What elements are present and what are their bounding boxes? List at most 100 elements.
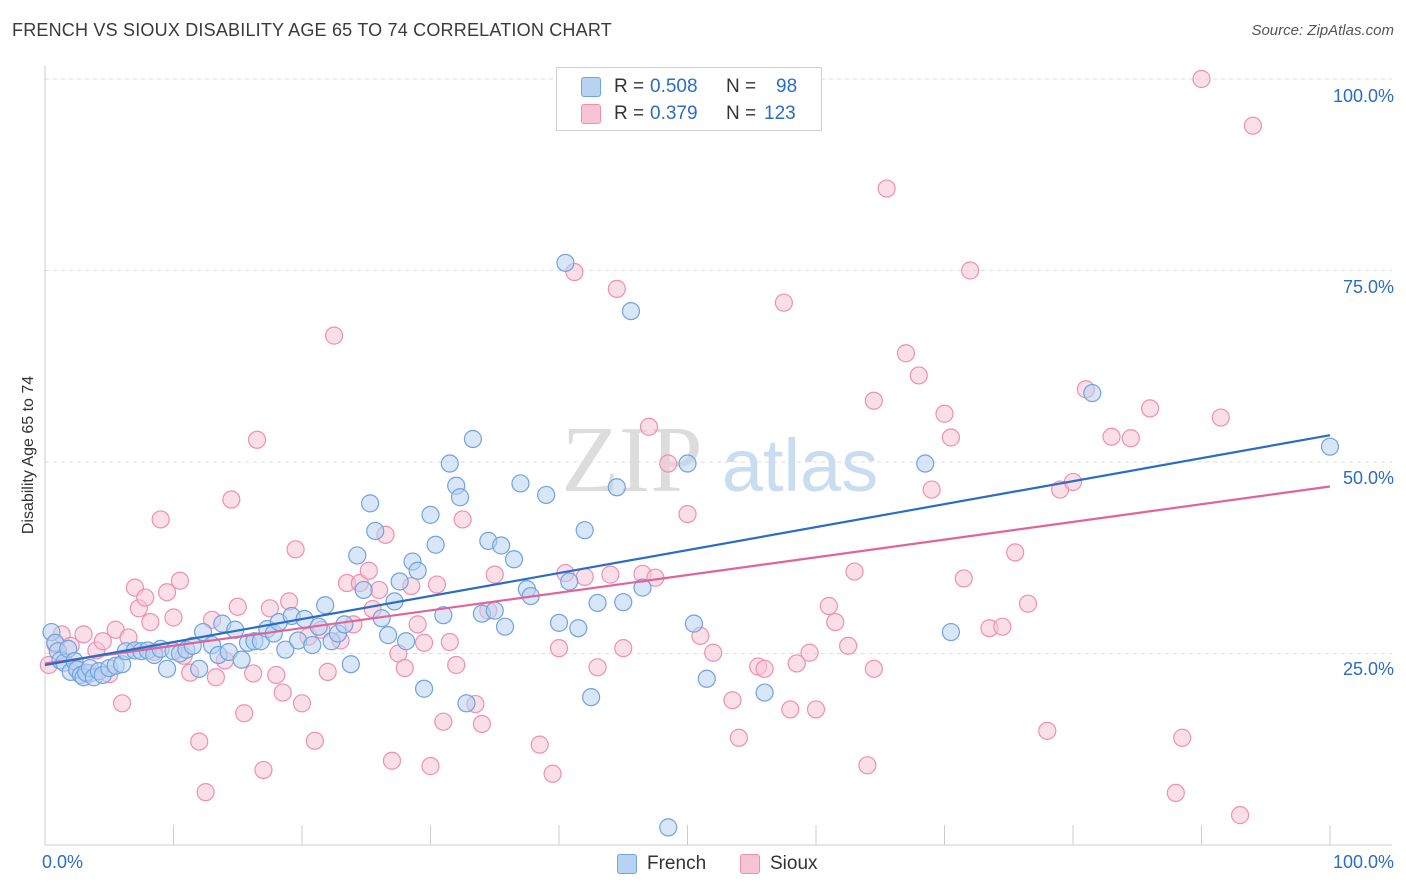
legend-row-french: R = 0.508 N = 98 [581,75,797,99]
sioux-point [359,561,378,580]
y-tick-label: 50.0% [1342,468,1394,488]
sioux-point [141,612,160,632]
sioux-point [112,694,132,713]
french-point [575,521,594,540]
french-point [916,454,935,473]
french-point [569,619,588,638]
french-point [457,694,476,713]
sioux-point [800,643,819,662]
french-point [157,659,177,678]
sioux-point [414,633,434,652]
french-point [190,659,209,678]
sioux-point [267,665,286,685]
sioux-point [1121,429,1140,448]
french-point [633,578,652,597]
sioux-swatch [740,854,760,874]
french-points [42,253,1340,837]
sioux-point [954,569,973,588]
legend-label-sioux: Sioux [770,853,818,874]
sioux-point [774,293,793,312]
sioux-point [427,575,447,594]
sioux-point [164,608,183,627]
sioux-point [453,510,472,529]
french-point [276,640,295,659]
sioux-point [318,662,337,681]
french-point [582,688,601,707]
french-point [341,655,360,674]
sioux-point [575,567,594,587]
n-label: N = [726,76,757,97]
sioux-point [93,632,112,651]
french-point [614,593,633,612]
french-point [549,613,569,632]
sioux-point [472,714,491,734]
sioux-point [922,480,941,499]
sioux-point [190,732,209,751]
sioux-point [961,261,980,280]
french-point [335,615,354,634]
sioux-point [864,659,883,678]
sioux-point [305,731,324,750]
french-point [361,494,380,513]
french-point [354,580,373,600]
sioux-point [1230,806,1250,825]
french-point [511,474,530,493]
sioux-point [839,636,858,655]
stats-legend: R = 0.508 N = 98 R = 0.379 N = 123 [556,67,822,131]
sioux-point [787,654,806,673]
sioux-point [254,760,273,780]
french-point [485,601,504,620]
sioux-point [1243,116,1263,135]
sioux-point [530,735,549,754]
french-point [755,683,774,702]
sioux-point [806,700,826,719]
sioux-point [1102,427,1121,446]
french-point [316,596,335,615]
french-point [621,301,641,321]
source-label: Source: ZipAtlas.com [1251,22,1394,39]
sioux-point [543,764,562,783]
french-point [556,253,575,272]
legend-row-sioux: R = 0.379 N = 123 [581,102,796,126]
french-point [408,561,427,580]
sioux-point [247,430,267,449]
french-swatch [617,854,637,874]
r-label: R = [614,103,645,124]
sioux-point [170,571,190,590]
sioux-point [729,728,749,747]
french-point [537,485,556,505]
sioux-point [370,580,389,600]
sioux-point [549,639,569,658]
french-point [504,550,524,569]
sioux-point [485,565,504,584]
sioux-point [157,583,177,602]
n-label: N = [726,103,757,124]
r-label: R = [614,76,645,97]
french-trend-line [44,434,1331,667]
sioux-point [723,691,742,710]
french-point [684,614,704,633]
sioux-point [222,490,241,509]
legend-label-french: French [647,853,707,874]
french-point [440,454,459,473]
axes [44,66,1392,846]
sioux-point [1192,69,1211,89]
sioux-point [196,783,215,802]
sioux-point [292,694,312,713]
french-point [450,488,470,507]
sioux-point [447,655,466,675]
french-point [414,679,434,698]
sioux-point [601,565,620,584]
french-point [426,535,445,554]
sioux-point [235,704,254,723]
french-point [607,478,626,497]
french-point [659,818,678,837]
watermark-zip: ZIP [562,408,703,512]
french-point [1083,383,1102,403]
french-point [434,606,453,625]
sioux-point [909,366,928,385]
sioux-point [136,588,155,607]
sioux-point [395,658,414,678]
watermark-atlas: atlas [722,424,878,507]
